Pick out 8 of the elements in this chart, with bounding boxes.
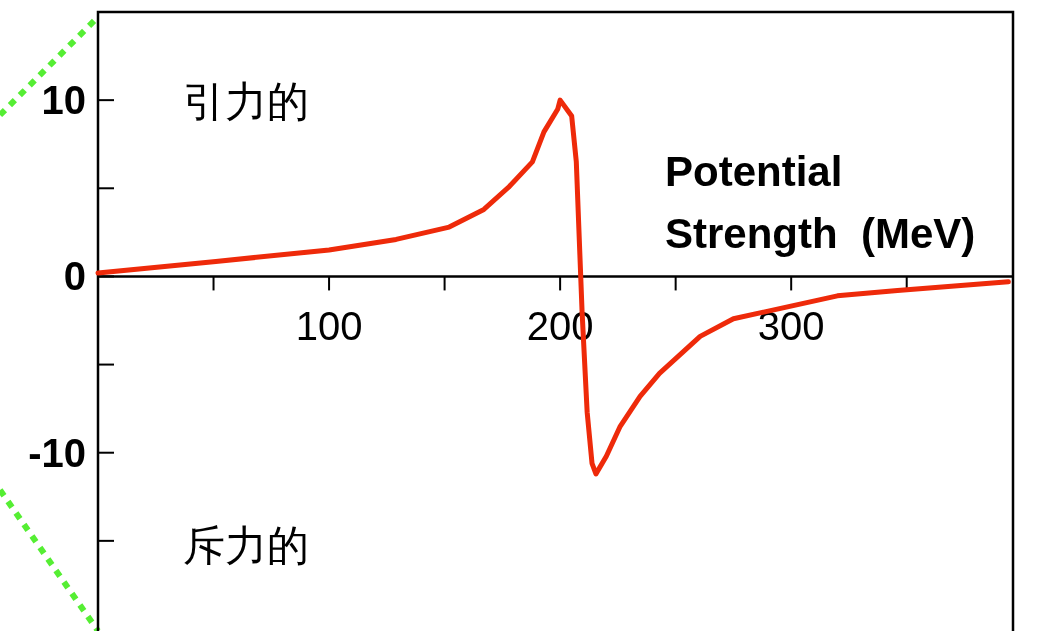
annotation: 引力的 bbox=[183, 78, 309, 125]
y-tick-label: -10 bbox=[28, 430, 86, 475]
x-tick-label: 300 bbox=[757, 304, 825, 349]
y-axis-title: Potential Strength (MeV) bbox=[665, 148, 976, 257]
annotation: 斥力的 bbox=[183, 522, 309, 569]
y-tick-label: 0 bbox=[63, 254, 86, 299]
x-tick-label: 100 bbox=[295, 304, 363, 349]
y-tick-label: 10 bbox=[41, 78, 86, 123]
